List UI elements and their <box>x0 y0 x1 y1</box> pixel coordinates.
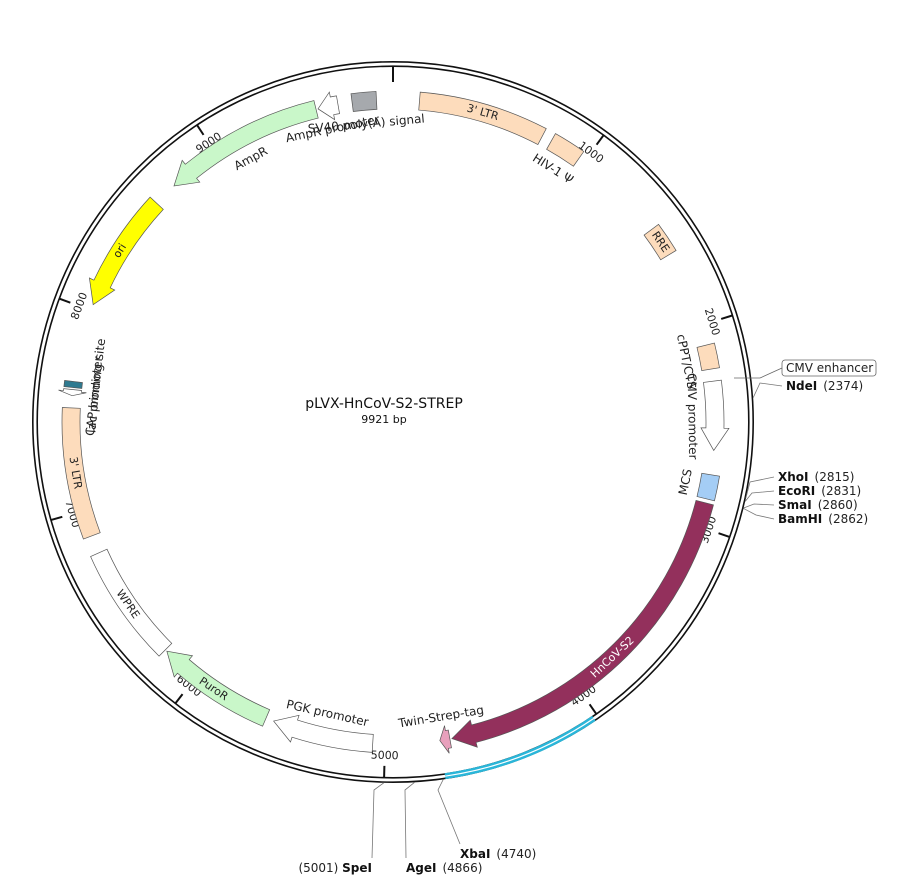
tick-7000 <box>50 515 63 522</box>
site-SmaI-label: SmaI (2860) <box>778 498 858 512</box>
lac-shape <box>58 388 87 397</box>
site-XbaI[interactable]: XbaI (4740) <box>437 779 536 861</box>
puror-shape <box>166 650 271 727</box>
highlight-band-core <box>444 717 595 777</box>
site-SpeI[interactable]: (5001) SpeI <box>298 782 384 875</box>
feature-pgk[interactable]: PGK promoter <box>273 697 374 753</box>
tick-8000 <box>58 297 71 304</box>
tick-1000 <box>595 134 605 146</box>
site-NdeI-label: NdeI (2374) <box>786 379 863 393</box>
site-pos: (2374) <box>823 379 863 393</box>
site-EcoRI[interactable]: EcoRI (2831) <box>744 484 861 502</box>
site-NdeI-leader <box>752 382 783 398</box>
tick-6000 <box>174 693 184 705</box>
tick-label-5000: 5000 <box>370 749 398 763</box>
site-AgeI[interactable]: AgeI (4866) <box>404 782 482 875</box>
highlight-arc <box>444 715 596 780</box>
cppt-shape <box>696 342 720 372</box>
backbone-outer-ring <box>31 60 755 784</box>
tick-9000 <box>196 124 205 136</box>
site-AgeI-leader <box>404 782 415 859</box>
callout-leader <box>734 367 783 379</box>
feature-ori[interactable]: ori <box>88 196 164 306</box>
twin-strep-shape <box>439 725 452 754</box>
cmv-promoter-label: CMV promoter <box>685 373 701 460</box>
tick-3000 <box>718 532 731 539</box>
feature-hncov-s2[interactable]: HnCoV-S2 <box>451 499 714 748</box>
site-pos: (4866) <box>442 861 482 875</box>
cap-shape <box>63 379 83 389</box>
site-XhoI-label: XhoI (2815) <box>778 470 854 484</box>
feature-cmv-promoter[interactable]: CMV promoter <box>685 373 730 460</box>
site-pos: (2831) <box>821 484 861 498</box>
cmv-promoter-shape <box>700 379 730 452</box>
site-name: BamHI <box>778 512 822 526</box>
site-XbaI-label: XbaI (4740) <box>460 847 536 861</box>
site-pos: (2860) <box>818 498 858 512</box>
site-AgeI-label: AgeI (4866) <box>406 861 482 875</box>
feature-ltr5[interactable]: 3' LTR <box>418 91 547 146</box>
callout-label: CMV enhancer <box>786 361 873 375</box>
feature-mcs[interactable]: MCS <box>676 468 720 502</box>
site-SpeI-leader <box>371 782 384 859</box>
site-BamHI-leader <box>743 508 775 520</box>
restriction-sites: NdeI (2374) XhoI (2815)EcoRI (2831) SmaI (2860… <box>298 379 868 875</box>
site-name: AgeI <box>406 861 436 875</box>
site-XbaI-leader <box>437 779 461 845</box>
site-pos: (2862) <box>828 512 868 526</box>
site-pos: (4740) <box>496 847 536 861</box>
cmv-enhancer-callout: CMV enhancer <box>734 359 877 379</box>
ampr-promoter-shape <box>317 91 340 121</box>
site-name: EcoRI <box>778 484 815 498</box>
site-name: XhoI <box>778 470 809 484</box>
mcs-label: MCS <box>676 468 695 497</box>
cap-label: CAP binding site <box>83 338 108 437</box>
site-name: XbaI <box>460 847 490 861</box>
plasmid-size: 9921 bp <box>361 413 406 426</box>
site-NdeI[interactable]: NdeI (2374) <box>752 379 863 398</box>
hncov-s2-label: HnCoV-S2 <box>588 634 637 681</box>
site-name: NdeI <box>786 379 817 393</box>
site-pos: (2815) <box>815 470 855 484</box>
site-XhoI[interactable]: XhoI (2815) <box>745 470 855 499</box>
site-XhoI-leader <box>745 476 775 499</box>
tick-label-8000: 8000 <box>68 291 90 322</box>
center-title: pLVX-HnCoV-S2-STREP 9921 bp <box>305 396 463 426</box>
backbone-circle <box>31 60 755 784</box>
site-SmaI-leader <box>743 503 775 509</box>
ltr5-shape <box>418 91 547 146</box>
site-name: SmaI <box>778 498 812 512</box>
ori-shape <box>88 196 164 306</box>
feature-ltr3[interactable]: 3' LTR <box>61 407 101 540</box>
wpre-shape <box>90 548 173 657</box>
lac-label: lac promoter <box>84 356 105 434</box>
site-SpeI-label: (5001) SpeI <box>298 861 372 875</box>
feature-lac[interactable]: lac promoter <box>58 356 106 434</box>
hiv-psi-shape <box>546 133 585 167</box>
site-name: SpeI <box>342 861 372 875</box>
mcs-shape <box>696 472 720 502</box>
tick-4000 <box>588 703 598 715</box>
site-EcoRI-label: EcoRI (2831) <box>778 484 861 498</box>
site-EcoRI-leader <box>744 490 775 502</box>
site-BamHI[interactable]: BamHI (2862) <box>743 508 869 526</box>
tick-2000 <box>720 314 733 320</box>
ltr3-label: 3' LTR <box>67 456 85 490</box>
ltr3-shape <box>61 407 101 540</box>
site-BamHI-label: BamHI (2862) <box>778 512 868 526</box>
ampr-shape <box>173 100 319 187</box>
site-SmaI[interactable]: SmaI (2860) <box>743 498 858 512</box>
ori-label: ori <box>110 241 129 260</box>
rre-shape <box>643 223 677 261</box>
sv40-shape <box>350 91 378 112</box>
pgk-shape <box>273 714 374 753</box>
plasmid-name: pLVX-HnCoV-S2-STREP <box>305 396 463 412</box>
site-pos: (5001) <box>298 861 342 875</box>
feature-rre[interactable]: RRE <box>643 223 677 261</box>
hncov-s2-shape <box>451 499 714 748</box>
feature-wpre[interactable]: WPRE <box>90 548 173 657</box>
tick-label-2000: 2000 <box>702 307 723 338</box>
